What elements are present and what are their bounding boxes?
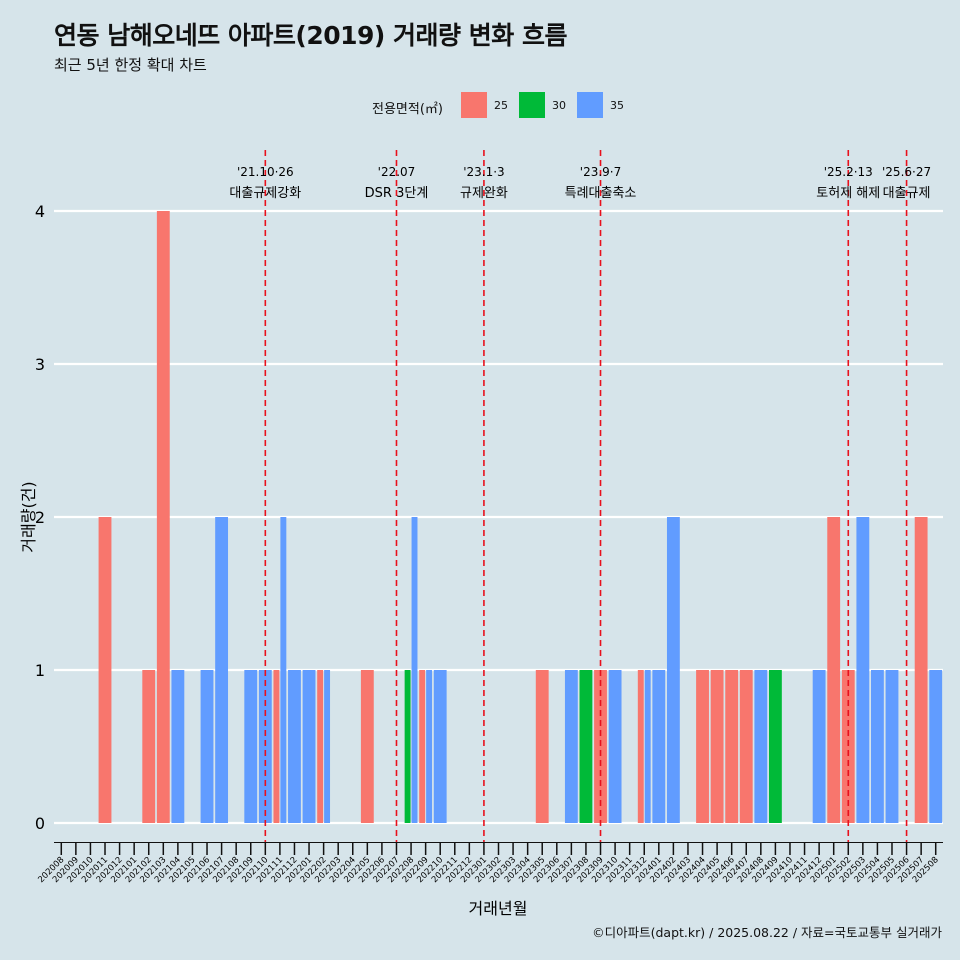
y-tick-label: 2: [35, 508, 45, 527]
bar-25-202501: [827, 517, 841, 823]
event-lines: [264, 150, 908, 842]
source-caption: ©디아파트(dapt.kr) / 2025.08.22 / 자료=국토교통부 실…: [592, 925, 942, 940]
bar-35-202208: [411, 517, 418, 823]
bar-35-202307: [564, 670, 578, 823]
event-label-202207: DSR 3단계: [365, 186, 429, 201]
bar-25-202404: [696, 670, 709, 823]
y-axis: 0 1 2 3 4: [35, 202, 45, 833]
y-tick-label: 1: [35, 661, 45, 680]
legend: 전용면적(㎡) 25 30 35: [0, 92, 960, 122]
bar-35-202112: [288, 670, 301, 823]
event-label-202110: '21.10·26: [237, 165, 294, 179]
bar-35-202312: [644, 670, 651, 823]
legend-key-25: [461, 92, 487, 118]
chart-title: 연동 남해오네뜨 아파트(2019) 거래량 변화 흐름: [54, 21, 567, 50]
bar-30-202208: [404, 670, 411, 823]
event-label-202309: 특례대출축소: [565, 186, 637, 201]
bar-25-202406: [725, 670, 739, 823]
bar-25-202502: [841, 670, 855, 823]
event-label-202506: 대출규제: [883, 186, 931, 201]
grid-lines: [54, 209, 943, 825]
bar-25-202305: [535, 670, 549, 823]
y-tick-label: 3: [35, 355, 45, 374]
bar-35-202412: [812, 670, 826, 823]
legend-label-35: 35: [610, 99, 624, 112]
bar-35-202504: [870, 670, 884, 823]
bar-25-202202: [317, 670, 324, 823]
bar-25-202405: [710, 670, 724, 823]
y-tick-label: 0: [35, 814, 45, 833]
bar-35-202210: [433, 670, 447, 823]
event-label-202301: 규제완화: [460, 186, 508, 201]
bar-35-202505: [885, 670, 899, 823]
bar-25-202011: [98, 517, 112, 823]
bar-25-202209: [419, 670, 426, 823]
x-axis-label: 거래년월: [469, 899, 528, 918]
bar-35-202503: [856, 517, 870, 823]
y-tick-label: 4: [35, 202, 45, 221]
legend-key-35: [577, 92, 603, 118]
bar-35-202401: [652, 670, 666, 823]
bar-25-202407: [739, 670, 753, 823]
bar-35-202202: [324, 670, 331, 823]
bar-35-202107: [215, 517, 229, 823]
bar-25-202111: [273, 670, 280, 823]
event-annotations: '21.10·26 대출규제강화 '22.07 DSR 3단계 '23.1·3 규제완화 '…: [229, 165, 931, 201]
bars: [98, 211, 943, 823]
bar-30-202409: [768, 670, 782, 823]
event-label-202110: 대출규제강화: [229, 186, 301, 201]
bar-35-202408: [754, 670, 768, 823]
bar-25-202102: [142, 670, 156, 823]
bar-35-202310: [608, 670, 622, 823]
legend-label-25: 25: [494, 99, 508, 112]
bar-25-202205: [360, 670, 374, 823]
bar-35-202104: [171, 670, 185, 823]
bar-35-202201: [302, 670, 316, 823]
bar-35-202402: [666, 517, 680, 823]
event-label-202506: '25.6·27: [882, 165, 931, 179]
bar-35-202110: [258, 670, 272, 823]
x-axis: 2020082020092020102020112020122021012021…: [36, 842, 943, 885]
event-label-202301: '23.1·3: [463, 165, 504, 179]
bar-25-202312: [637, 670, 644, 823]
bar-25-202507: [914, 517, 928, 823]
chart-subtitle: 최근 5년 한정 확대 차트: [54, 56, 207, 74]
y-axis-label: 거래량(건): [19, 481, 38, 552]
bar-25-202103: [156, 211, 170, 823]
bar-35-202508: [929, 670, 943, 823]
legend-key-30: [519, 92, 545, 118]
event-label-202207: '22.07: [378, 165, 416, 179]
bar-25-202309: [594, 670, 607, 823]
legend-title: 전용면적(㎡): [372, 102, 443, 117]
event-label-202309: '23.9·7: [580, 165, 621, 179]
bar-30-202308: [579, 670, 593, 823]
bar-35-202106: [200, 670, 214, 823]
event-label-202502: '25.2·13: [824, 165, 873, 179]
bar-35-202209: [426, 670, 433, 823]
bar-35-202109: [244, 670, 258, 823]
bar-35-202111: [280, 517, 287, 823]
event-label-202502: 토허제 해제: [816, 186, 880, 201]
legend-label-30: 30: [552, 99, 566, 112]
